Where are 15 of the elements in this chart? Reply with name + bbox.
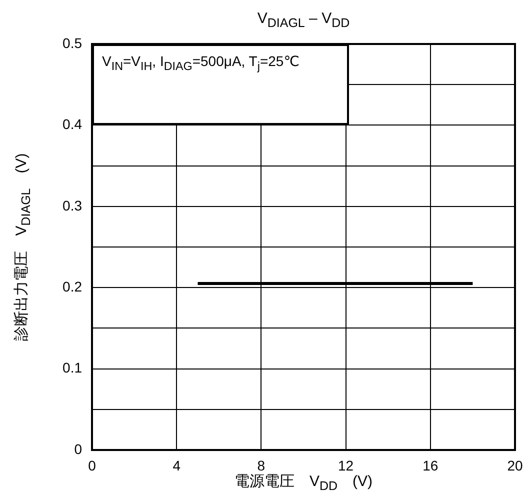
x-tick-label: 16 <box>422 457 438 474</box>
y-tick-label: 0.3 <box>62 197 82 214</box>
y-tick-label: 0.4 <box>62 116 82 132</box>
y-tick-label: 0.2 <box>62 278 82 294</box>
y-tick-label: 0.1 <box>62 360 82 376</box>
note-box: V$_{IN}$=V$_{IH}$, I$_{DIAG}$=500μA, T$_{j}$=25℃ <box>92 44 349 125</box>
x-tick-label: 12 <box>338 457 354 474</box>
x-tick-label: 20 <box>507 457 523 474</box>
chart-title: V$_{DIAGL}$ – V$_{DD}$ <box>256 10 351 30</box>
text: 電源電圧 V$_{DD}$ (V) <box>234 473 373 493</box>
x-tick-label: 4 <box>172 457 181 474</box>
x-tick-label: 8 <box>257 457 266 474</box>
y-tick-label: 0.5 <box>62 34 82 51</box>
y-tick-label: 0 <box>74 440 82 457</box>
x-tick-label: 0 <box>88 457 96 474</box>
